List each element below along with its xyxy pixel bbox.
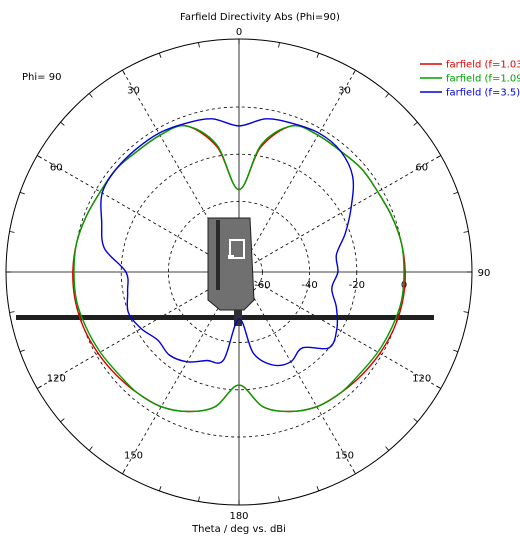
tick-mark — [198, 496, 200, 502]
angle-tick-label: 30 — [127, 85, 140, 96]
legend-entry: farfield (f=1.03) — [446, 60, 520, 71]
tick-mark — [60, 418, 65, 423]
tick-mark — [122, 70, 126, 75]
angle-tick-label: 120 — [412, 374, 431, 385]
tick-mark — [158, 486, 162, 492]
phi-label: Phi= 90 — [22, 72, 61, 83]
angle-tick-label: 180 — [229, 511, 248, 522]
angle-tick-label: 0 — [236, 27, 242, 38]
tick-mark — [453, 191, 459, 195]
tick-mark — [413, 121, 418, 126]
tick-mark — [60, 121, 65, 126]
series-line — [73, 124, 405, 413]
angle-tick-label: 150 — [124, 451, 143, 462]
spoke-line — [238, 271, 441, 389]
tick-mark — [436, 385, 441, 389]
tick-mark — [463, 231, 469, 233]
tick-mark — [37, 385, 42, 389]
tick-mark — [19, 191, 25, 195]
tick-mark — [413, 418, 418, 423]
tick-mark — [122, 469, 126, 474]
angle-tick-label: 60 — [415, 163, 428, 174]
tick-mark — [385, 93, 390, 98]
tick-mark — [9, 231, 15, 233]
tick-mark — [463, 311, 469, 313]
spoke-line — [37, 271, 240, 389]
tick-mark — [88, 93, 93, 98]
legend-entry: farfield (f=3.5) — [446, 88, 520, 99]
angle-tick-label: 30 — [338, 85, 351, 96]
tick-mark — [278, 496, 280, 502]
radial-tick-label: -20 — [349, 280, 365, 291]
tick-mark — [436, 155, 441, 159]
tick-mark — [316, 52, 320, 58]
radial-tick-labels: -60 -40 -20 0 — [254, 280, 407, 291]
tick-mark — [19, 349, 25, 353]
radial-tick-label: -40 — [301, 280, 317, 291]
spoke-line — [238, 155, 441, 273]
angle-tick-label: 60 — [50, 163, 63, 174]
tick-mark — [37, 155, 42, 159]
chart-title: Farfield Directivity Abs (Phi=90) — [180, 12, 340, 23]
tick-mark — [158, 52, 162, 58]
legend-entry: farfield (f=1.09) — [446, 74, 520, 85]
tick-mark — [198, 42, 200, 48]
angle-tick-labels: 0306090120150180150120906030 — [0, 27, 490, 522]
tick-mark — [352, 469, 356, 474]
tick-mark — [385, 446, 390, 451]
spoke-line — [238, 271, 356, 474]
tick-mark — [316, 486, 320, 492]
angle-tick-label: 150 — [335, 451, 354, 462]
angle-tick-label: 90 — [478, 268, 491, 279]
tick-mark — [278, 42, 280, 48]
tick-mark — [9, 311, 15, 313]
radial-tick-label: -60 — [254, 280, 270, 291]
antenna-structure-icon — [16, 217, 434, 326]
tick-mark — [352, 70, 356, 75]
tick-mark — [88, 446, 93, 451]
tick-mark — [453, 349, 459, 353]
spoke-line — [238, 70, 356, 273]
x-axis-label: Theta / deg vs. dBi — [191, 524, 286, 535]
angle-tick-label: 120 — [47, 374, 66, 385]
spoke-line — [37, 155, 240, 273]
series-layer — [72, 118, 406, 413]
legend: farfield (f=1.03) farfield (f=1.09) farfie… — [420, 60, 520, 99]
series-line — [100, 118, 355, 367]
